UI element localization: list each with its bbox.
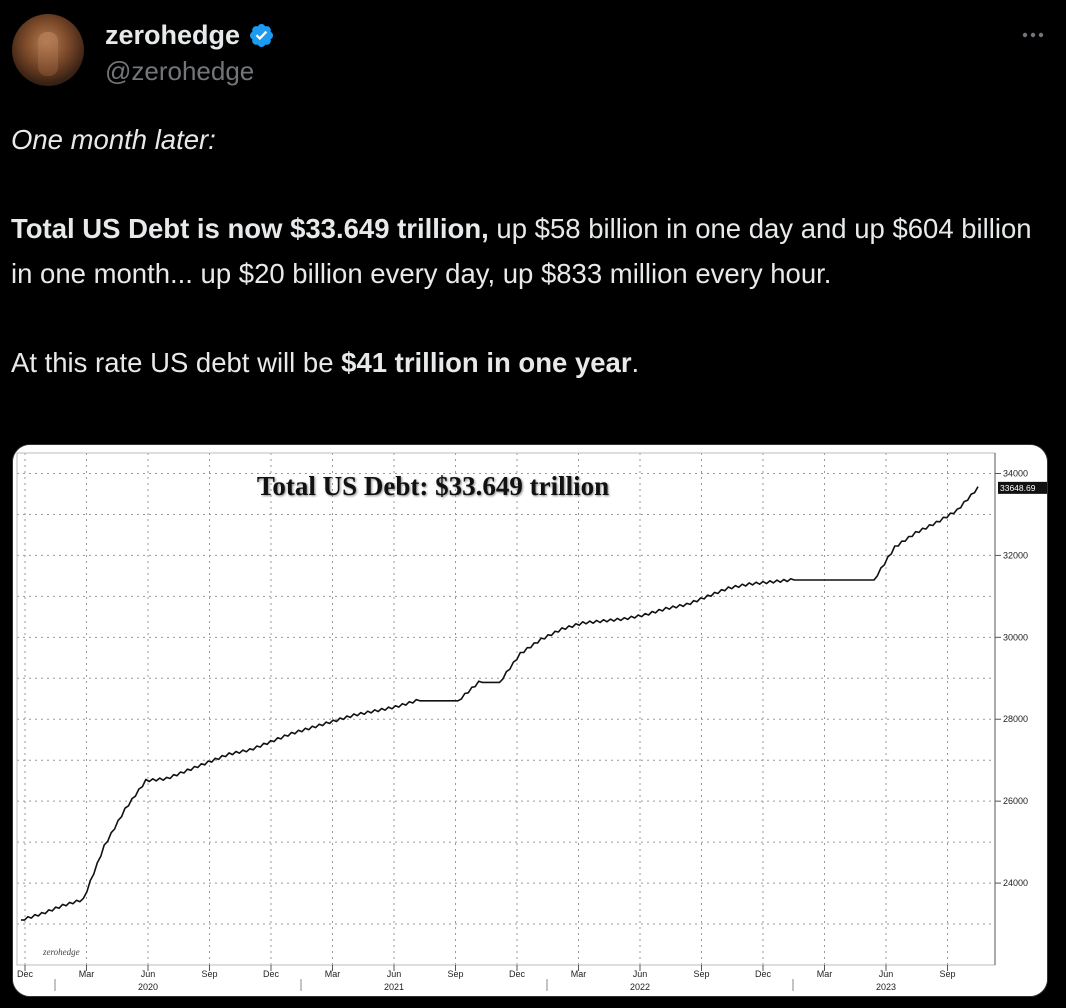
chart-labels: Dec Mar Jun Sep Dec Mar Jun Sep Dec Mar Jun Sep Dec M… — [17, 468, 1047, 992]
chart-title: Total US Debt: $33.649 trillion — [257, 471, 609, 501]
display-name[interactable]: zerohedge — [105, 20, 241, 50]
y-tick-label: 28000 — [1003, 714, 1028, 724]
x-tick-label: Jun — [633, 969, 648, 979]
year-label: 2021 — [384, 982, 404, 992]
verified-badge-icon — [250, 23, 274, 47]
chart-axes — [16, 452, 1001, 991]
avatar[interactable] — [12, 14, 84, 86]
projection-text-end: . — [631, 346, 640, 378]
more-horizontal-icon[interactable] — [1016, 18, 1050, 52]
chart-watermark: zerohedge — [42, 947, 80, 957]
x-tick-label: Jun — [387, 969, 402, 979]
debt-chart: Dec Mar Jun Sep Dec Mar Jun Sep Dec Mar Jun Sep Dec M… — [13, 445, 1047, 996]
year-label: 2023 — [876, 982, 896, 992]
y-tick-label: 32000 — [1003, 550, 1028, 560]
y-tick-label: 30000 — [1003, 632, 1028, 642]
tweet-media-chart[interactable]: Dec Mar Jun Sep Dec Mar Jun Sep Dec Mar Jun Sep Dec M… — [12, 444, 1048, 997]
y-tick-label: 24000 — [1003, 878, 1028, 888]
x-tick-label: Dec — [509, 969, 526, 979]
tweet-paragraph-2: Total US Debt is now $33.649 trillion, u… — [11, 207, 1056, 296]
x-tick-label: Sep — [201, 969, 217, 979]
projection-text-start: At this rate US debt will be — [11, 346, 342, 378]
tweet-paragraph-3: At this rate US debt will be $41 trillio… — [11, 341, 1056, 386]
tweet-line-1: One month later: — [11, 124, 216, 155]
x-tick-label: Dec — [17, 969, 34, 979]
x-tick-label: Mar — [571, 969, 587, 979]
last-value-label: 33648.69 — [1000, 483, 1036, 493]
year-label: 2020 — [138, 982, 158, 992]
y-tick-label: 26000 — [1003, 796, 1028, 806]
tweet-header: zerohedge @zerohedge — [12, 14, 1054, 94]
debt-growth-text: up $58 billion in one day and up $604 bi… — [11, 213, 1032, 289]
x-tick-label: Sep — [447, 969, 463, 979]
debt-series-line — [20, 486, 979, 921]
tweet-text: One month later: Total US Debt is now $3… — [11, 118, 1056, 385]
author-name-row: zerohedge — [105, 17, 275, 53]
x-tick-label: Dec — [263, 969, 280, 979]
handle[interactable]: @zerohedge — [105, 56, 255, 86]
x-tick-label: Jun — [141, 969, 156, 979]
x-tick-label: Mar — [817, 969, 833, 979]
x-tick-label: Jun — [879, 969, 894, 979]
x-tick-label: Sep — [693, 969, 709, 979]
projection-bold: $41 trillion in one year — [341, 346, 632, 378]
year-label: 2022 — [630, 982, 650, 992]
y-tick-label: 34000 — [1003, 468, 1028, 478]
x-tick-label: Dec — [755, 969, 772, 979]
chart-series — [20, 486, 979, 921]
debt-total-bold: Total US Debt is now $33.649 trillion, — [11, 213, 489, 244]
x-tick-label: Sep — [939, 969, 955, 979]
x-tick-label: Mar — [79, 969, 95, 979]
last-value-badge — [998, 481, 1047, 494]
chart-grid — [17, 453, 995, 965]
x-tick-label: Mar — [325, 969, 341, 979]
